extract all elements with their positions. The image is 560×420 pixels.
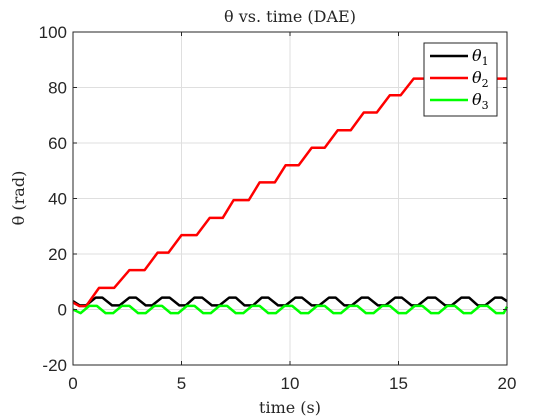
y-tick-label: 80 — [48, 79, 67, 98]
x-tick-label: 15 — [389, 374, 408, 393]
x-axis-label: time (s) — [259, 398, 321, 417]
x-tick-label: 5 — [177, 374, 186, 393]
x-tick-label: 20 — [498, 374, 517, 393]
y-tick-label: 0 — [58, 301, 67, 320]
y-tick-label: -20 — [42, 356, 67, 375]
y-tick-label: 40 — [48, 190, 67, 209]
y-tick-label: 100 — [39, 23, 67, 42]
series-line-1 — [72, 296, 508, 307]
y-axis-label: θ (rad) — [9, 171, 28, 226]
y-tick-label: 60 — [48, 134, 67, 153]
legend-label-1: θ1 — [472, 46, 489, 68]
chart-title: θ vs. time (DAE) — [224, 7, 356, 26]
legend-label-3: θ3 — [472, 90, 489, 112]
legend-label-2: θ2 — [472, 68, 489, 90]
x-tick-label: 0 — [68, 374, 77, 393]
y-tick-label: 20 — [48, 245, 67, 264]
series-line-3 — [72, 304, 509, 315]
x-tick-label: 10 — [281, 374, 300, 393]
